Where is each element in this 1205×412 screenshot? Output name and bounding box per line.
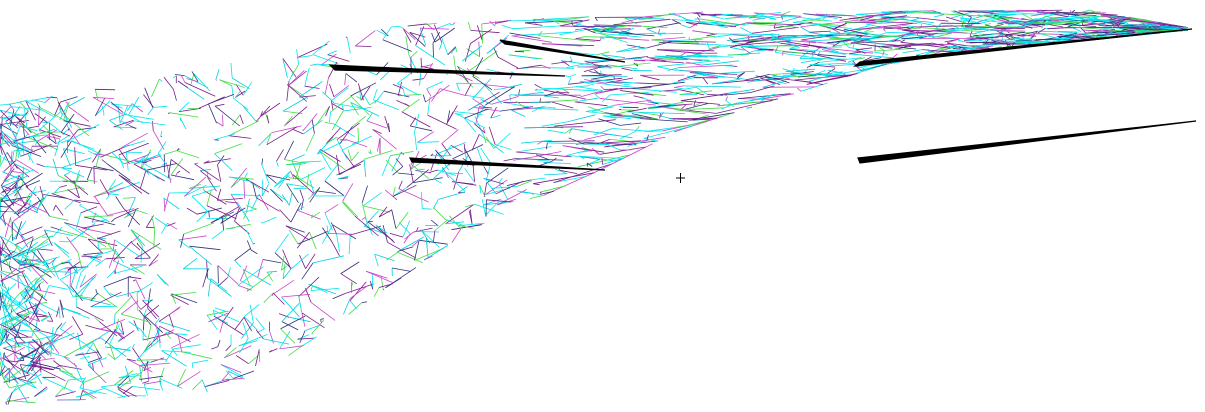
mesh-edge [433,43,434,58]
mesh-edge [1065,27,1112,28]
mesh-edge [218,266,219,284]
mesh-edge [758,49,774,50]
mesh-edge [336,175,338,176]
mesh-edge [115,314,116,324]
mesh-edge [70,268,71,288]
mesh-edge [253,243,254,244]
mesh-edge [425,225,438,226]
mesh-edge [47,321,53,322]
mesh-edge [421,58,422,67]
mesh-edge [2,302,4,303]
mesh-edge [272,295,273,296]
mesh-edge [443,167,444,173]
mesh-edge [602,158,603,164]
page: (() => { const data = JSON.parse(documen… [0,0,1205,412]
mesh-edge [0,211,7,212]
mesh-edge [515,51,524,52]
mesh-edge [312,334,314,335]
mesh-edge [1032,19,1058,20]
mesh-edge [95,89,115,90]
mesh-edge [355,46,371,47]
wireframe-view [0,0,1205,412]
